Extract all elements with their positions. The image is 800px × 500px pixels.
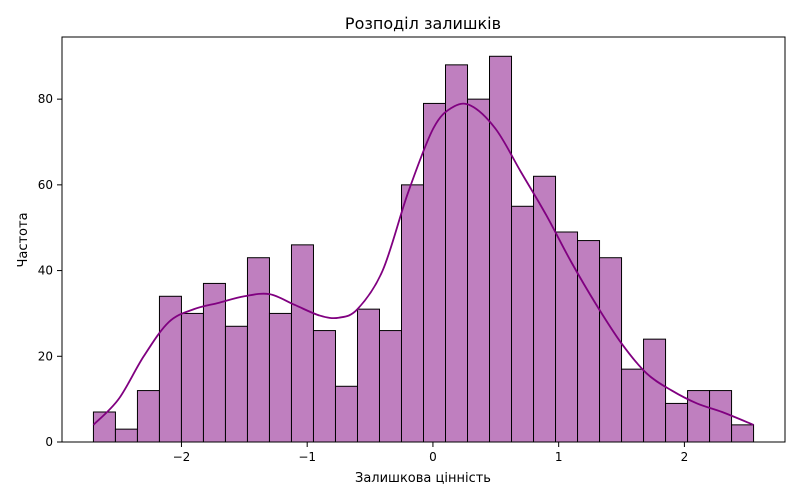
x-tick-label: 1	[555, 450, 563, 464]
histogram-bar	[511, 205, 535, 443]
histogram-bar	[599, 257, 623, 443]
x-axis-label: Залишкова цінність	[355, 471, 491, 486]
histogram-bar	[731, 424, 755, 443]
histogram-bar	[555, 231, 579, 443]
y-axis-label: Частота	[16, 212, 31, 267]
histogram-bar	[92, 411, 116, 443]
x-tick-label: −2	[173, 450, 191, 464]
histogram-bar	[467, 98, 491, 443]
histogram-bar	[180, 312, 204, 443]
y-tick-label: 60	[38, 178, 53, 192]
histogram-bar	[356, 308, 380, 443]
histogram-bar	[687, 390, 711, 443]
histogram-bar	[709, 390, 733, 443]
x-tick-label: 2	[681, 450, 689, 464]
histogram-bar	[621, 368, 645, 443]
chart-title: Розподіл залишків	[345, 14, 501, 33]
histogram-bar	[202, 282, 226, 443]
y-tick-label: 40	[38, 264, 53, 278]
histogram-bar	[114, 428, 138, 443]
x-tick-label: 0	[429, 450, 437, 464]
histogram-bar	[246, 257, 270, 443]
kde-curve	[92, 102, 754, 426]
plot-frame	[61, 36, 786, 443]
histogram-bar	[400, 184, 425, 443]
histogram-bar	[312, 330, 336, 443]
histogram-bar	[224, 325, 248, 443]
y-tick-label: 80	[38, 92, 53, 106]
histogram-bar	[665, 402, 689, 443]
histogram-bar	[378, 330, 402, 443]
histogram-bar	[489, 55, 513, 443]
histogram-bar	[423, 102, 447, 443]
bars-group	[92, 55, 755, 443]
x-tick-label: −1	[298, 450, 316, 464]
y-tick-label: 20	[38, 349, 53, 363]
histogram-bar	[136, 390, 160, 443]
histogram-bar	[533, 175, 557, 443]
histogram-bar	[268, 312, 292, 443]
x-axis-ticks: −2 −1 0 1 2	[173, 442, 689, 464]
histogram-bar	[290, 244, 314, 443]
histogram-bar	[158, 295, 182, 443]
histogram-bar	[643, 338, 667, 443]
histogram-bar	[577, 240, 601, 443]
histogram-bar	[334, 385, 358, 443]
y-tick-label: 0	[45, 435, 53, 449]
histogram-bar	[445, 64, 469, 443]
y-axis-ticks: 0 20 40 60 80	[38, 92, 62, 449]
